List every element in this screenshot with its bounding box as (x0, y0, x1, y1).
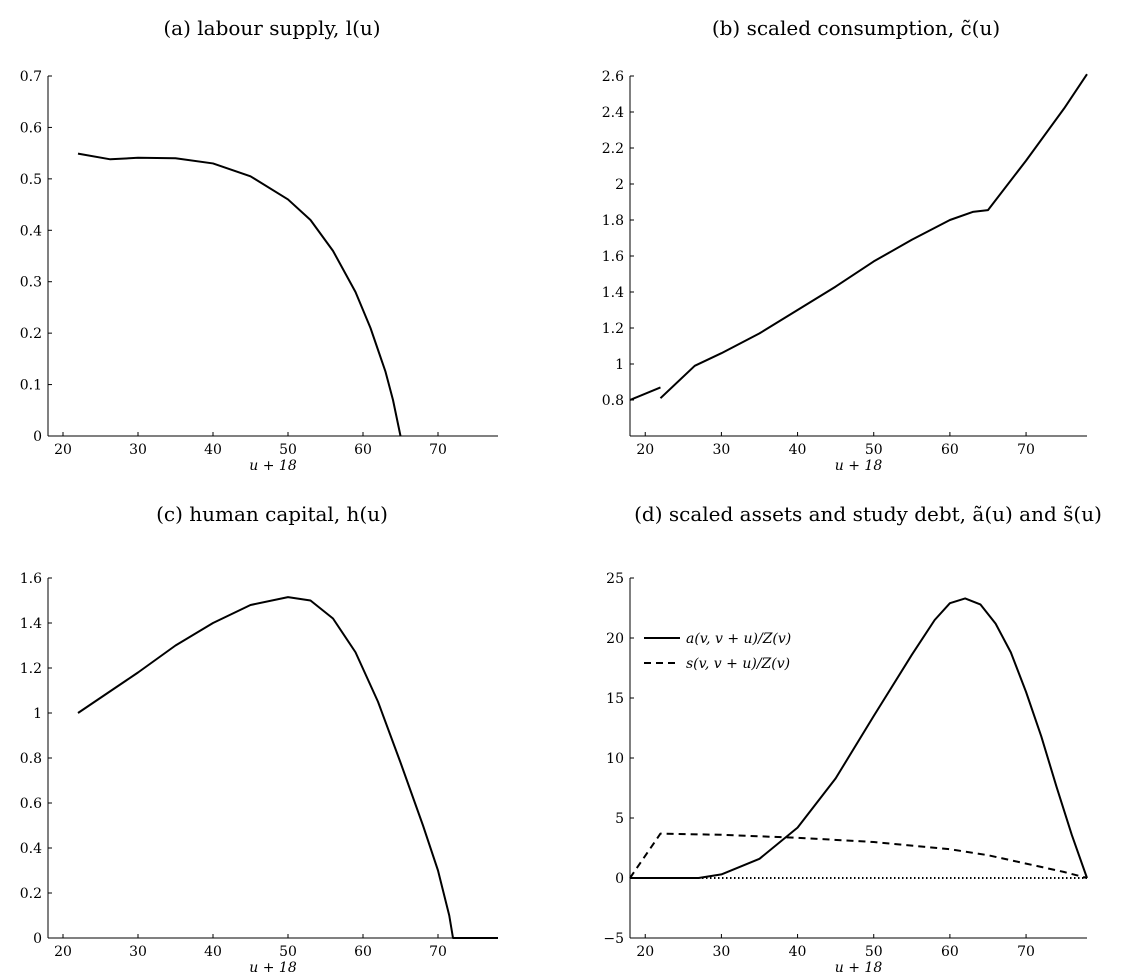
x-tick-label: 40 (204, 944, 222, 960)
y-tick-label: 0.6 (20, 796, 42, 812)
legend-label: s(v, v + u)/Z(v) (686, 656, 790, 672)
y-tick-label: 0.8 (20, 751, 42, 767)
series-line-0-0 (77, 596, 498, 939)
y-tick-label: 25 (606, 571, 624, 587)
x-tick-label: 20 (636, 442, 654, 458)
series-line-0-1 (659, 73, 1088, 399)
panel-d: (d) scaled assets and study debt, ã(u) a… (603, 502, 1102, 974)
x-tick-label: 60 (941, 944, 959, 960)
x-tick-label: 50 (865, 944, 883, 960)
x-tick-label: 50 (279, 442, 297, 458)
x-axis-label: u + 18 (835, 960, 883, 974)
y-tick-label: 5 (615, 811, 624, 827)
x-tick-label: 30 (129, 442, 147, 458)
x-tick-label: 60 (941, 442, 959, 458)
x-tick-label: 60 (354, 442, 372, 458)
y-tick-label: 1.6 (20, 571, 42, 587)
chart-title: (b) scaled consumption, c̃(u) (712, 16, 1000, 40)
x-tick-label: 70 (1017, 944, 1035, 960)
x-tick-label: 40 (204, 442, 222, 458)
y-tick-label: 1.4 (602, 285, 624, 301)
x-tick-label: 20 (636, 944, 654, 960)
x-tick-label: 70 (429, 442, 447, 458)
y-tick-label: 0 (33, 429, 42, 445)
chart-title: (d) scaled assets and study debt, ã(u) a… (634, 502, 1102, 526)
y-tick-label: 15 (606, 691, 624, 707)
x-tick-label: 30 (129, 944, 147, 960)
x-tick-label: 20 (54, 442, 72, 458)
x-tick-label: 70 (1017, 442, 1035, 458)
y-tick-label: 0.6 (20, 120, 42, 136)
y-tick-label: 0 (615, 871, 624, 887)
y-tick-label: 1.8 (602, 213, 624, 229)
y-tick-label: 0.4 (20, 223, 42, 239)
y-tick-label: 0 (33, 931, 42, 947)
series-line-1-0 (629, 832, 1088, 879)
panel-c: (c) human capital, h(u) 20 30 40 50 60 70 0 0.2 0… (20, 502, 498, 974)
y-tick-label: 1.2 (20, 661, 42, 677)
x-tick-label: 30 (712, 944, 730, 960)
x-tick-label: 60 (354, 944, 372, 960)
y-tick-label: 0.5 (20, 172, 42, 188)
x-axis-label: u + 18 (249, 458, 297, 474)
x-tick-label: 30 (712, 442, 730, 458)
y-tick-label: 0.7 (20, 69, 42, 85)
y-tick-label: 1 (33, 706, 42, 722)
y-tick-label: −5 (603, 931, 624, 947)
y-tick-label: 10 (606, 751, 624, 767)
y-tick-label: 2.4 (602, 105, 624, 121)
x-tick-label: 20 (54, 944, 72, 960)
y-tick-label: 0.4 (20, 841, 42, 857)
y-tick-label: 0.2 (20, 326, 42, 342)
panel-a: (a) labour supply, l(u) 20 30 40 50 60 70 0 0.1 0… (20, 16, 498, 474)
y-tick-label: 0.8 (602, 393, 624, 409)
y-tick-label: 1.4 (20, 616, 42, 632)
series-line-0-0 (629, 386, 661, 401)
x-axis-label: u + 18 (249, 960, 297, 974)
series-line-0-0 (77, 152, 402, 437)
legend-label: a(v, v + u)/Z(v) (686, 631, 791, 647)
y-tick-label: 1.6 (602, 249, 624, 265)
y-tick-label: 2.2 (602, 141, 624, 157)
x-tick-label: 50 (865, 442, 883, 458)
y-tick-label: 20 (606, 631, 624, 647)
y-tick-label: 1.2 (602, 321, 624, 337)
x-tick-label: 40 (789, 944, 807, 960)
y-tick-label: 1 (615, 357, 624, 373)
y-tick-label: 2.6 (602, 69, 624, 85)
chart-title: (c) human capital, h(u) (156, 502, 388, 526)
x-tick-label: 40 (789, 442, 807, 458)
y-tick-label: 0.1 (20, 378, 42, 394)
y-tick-label: 0.3 (20, 275, 42, 291)
series-line-0-0 (630, 597, 1088, 879)
panel-b: (b) scaled consumption, c̃(u) 20 30 40 50 60 7… (602, 16, 1088, 474)
x-tick-label: 70 (429, 944, 447, 960)
x-axis-label: u + 18 (835, 458, 883, 474)
y-tick-label: 0.2 (20, 886, 42, 902)
x-tick-label: 50 (279, 944, 297, 960)
y-tick-label: 2 (615, 177, 624, 193)
chart-title: (a) labour supply, l(u) (163, 16, 380, 40)
